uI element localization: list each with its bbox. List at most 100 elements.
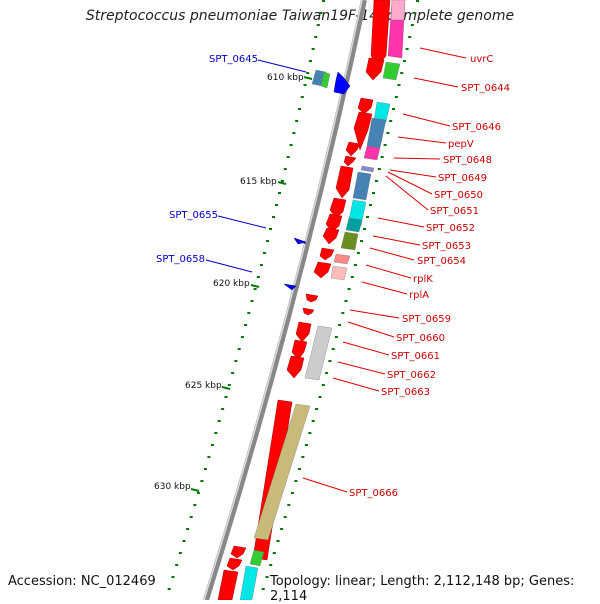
ruler-dot: [369, 204, 372, 206]
ruler-dot: [203, 468, 207, 470]
ruler-dot: [175, 564, 179, 566]
cog-block-pink: [390, 0, 406, 21]
forward-genes: [217, 0, 391, 600]
ruler-dot: [318, 396, 322, 398]
gene-arrow: [313, 261, 332, 279]
gene-arrow: [343, 155, 357, 167]
ruler-dot: [196, 492, 200, 494]
ruler-dot: [363, 228, 366, 230]
cog-block-lavender: [360, 165, 375, 173]
gene-arrow: [283, 283, 297, 291]
ruler-dot: [186, 528, 190, 530]
leader-lines-left: [205, 59, 307, 273]
gene-label: SPT_0652: [426, 223, 475, 234]
cog-block-salmon-light: [330, 265, 348, 281]
ruler-dot: [386, 132, 390, 134]
gene-label: uvrC: [470, 54, 493, 65]
ruler-dot: [272, 216, 275, 218]
gene-label: rplK: [413, 274, 433, 285]
ruler-dot: [331, 348, 335, 350]
ruler-dot: [178, 552, 182, 554]
ruler-dot: [394, 96, 398, 98]
ruler-dot: [287, 504, 291, 506]
gene-labels-left: SPT_0645 SPT_0655 SPT_0658: [156, 54, 258, 265]
gene-label: SPT_0651: [430, 206, 479, 217]
ruler-dot: [240, 336, 244, 338]
gene-label: SPT_0655: [169, 210, 218, 221]
ruler-dot: [400, 72, 404, 74]
ruler-dot: [295, 120, 299, 122]
tick-mark: [303, 76, 313, 80]
gene-arrow: [345, 141, 361, 157]
ruler-dot: [237, 348, 241, 350]
ruler-dot: [304, 444, 308, 446]
ruler-dot: [200, 480, 204, 482]
gene-label: SPT_0646: [452, 122, 501, 133]
ruler-dot: [334, 336, 338, 338]
ruler-dot: [314, 36, 318, 38]
ruler-dot: [402, 60, 406, 62]
ruler-dot: [217, 420, 221, 422]
ruler-dot: [297, 468, 301, 470]
ruler-dot: [315, 408, 319, 410]
ruler-dot: [298, 108, 301, 110]
ruler-dot: [259, 264, 263, 266]
tick-mark: [190, 488, 200, 492]
ruler-dot: [227, 384, 231, 386]
ruler-dot: [207, 456, 211, 458]
ruler-dot: [410, 24, 414, 26]
ruler-dot: [275, 204, 278, 206]
ruler-dot: [290, 492, 294, 494]
gene-labels-right: uvrC SPT_0644 SPT_0646 pepV SPT_0648 SPT…: [349, 54, 510, 499]
tick-label: 630 kbp: [154, 482, 191, 492]
ruler-dot: [356, 252, 360, 254]
ruler-dot: [256, 276, 260, 278]
ruler-dot: [234, 360, 238, 362]
gene-label: SPT_0648: [443, 155, 492, 166]
tick-labels: 610 kbp 615 kbp 620 kbp 625 kbp 630 kbp: [154, 73, 313, 492]
gene-label: SPT_0666: [349, 488, 398, 499]
ruler-dot: [221, 408, 225, 410]
ruler-dot: [278, 192, 281, 194]
cog-block-gray: [304, 325, 333, 381]
ruler-dot: [413, 12, 417, 14]
ruler-dot: [266, 240, 269, 242]
ruler-dot: [301, 456, 305, 458]
ruler-dot: [380, 156, 384, 158]
ruler-dot: [405, 48, 409, 50]
ruler-dot: [408, 36, 412, 38]
ruler-dot: [308, 60, 312, 62]
cog-block-teal: [345, 217, 363, 233]
ruler-dot: [280, 528, 284, 530]
gene-arrow: [357, 97, 374, 115]
leader-lines-right: [302, 47, 467, 493]
ruler-dot: [265, 576, 269, 578]
ruler-dot: [397, 84, 401, 86]
gene-arrow: [293, 237, 307, 245]
gene-arrow: [325, 213, 343, 233]
cog-block-magenta: [363, 145, 381, 161]
ruler-dot: [328, 360, 332, 362]
ruler-dot: [306, 72, 310, 74]
ruler-dot: [276, 540, 280, 542]
tick-mark: [221, 386, 231, 390]
ruler-dot: [210, 444, 214, 446]
gene-label: rplA: [409, 290, 429, 301]
gene-arrow: [319, 247, 335, 261]
ruler-dot: [311, 420, 315, 422]
ruler-dot: [286, 156, 290, 158]
ruler-dot: [231, 372, 235, 374]
ruler-dot: [262, 252, 266, 254]
kbp-ruler: [167, 0, 419, 590]
gene-arrow: [230, 545, 247, 559]
ruler-dot: [261, 588, 265, 590]
ruler-dot: [189, 516, 193, 518]
ruler-dot: [338, 324, 342, 326]
gene-label: SPT_0663: [381, 387, 430, 398]
tick-mark: [277, 181, 287, 185]
gene-label: SPT_0658: [156, 254, 205, 265]
gene-label: SPT_0661: [391, 351, 440, 362]
cog-block-salmon: [333, 253, 351, 265]
cog-blocks: [239, 0, 406, 600]
